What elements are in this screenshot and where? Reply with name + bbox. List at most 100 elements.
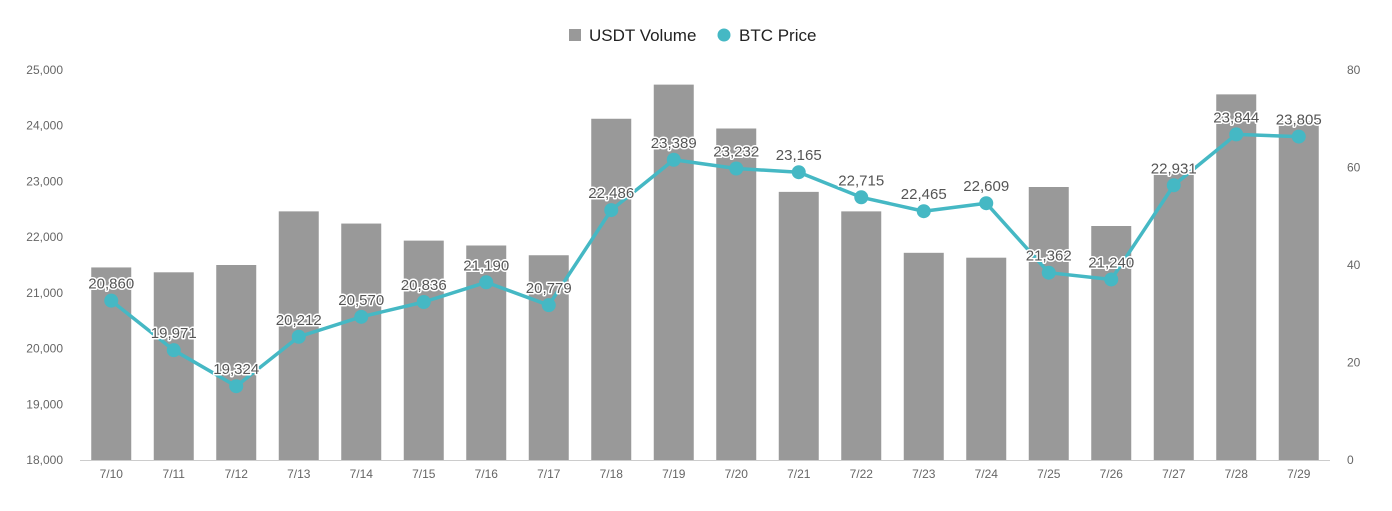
data-label-btc-price: 21,190: [463, 257, 509, 274]
points-btc-price: [104, 127, 1306, 394]
data-label-btc-price: 22,609: [963, 178, 1009, 195]
y-right-tick-label: 20: [1347, 356, 1361, 370]
x-axis: 7/10 7/11 7/12 7/13 7/14 7/15 7/16 7/17 7/18 7/19…: [80, 460, 1330, 481]
bar-usdt-volume: [653, 84, 694, 460]
point-btc-price: [1104, 272, 1119, 287]
x-tick-label: 7/21: [787, 467, 811, 481]
point-btc-price: [1041, 265, 1056, 280]
data-label-btc-price: 23,805: [1276, 112, 1322, 129]
data-label-btc-price: 23,165: [776, 147, 822, 164]
data-label-btc-price: 22,931: [1151, 160, 1197, 177]
bar-usdt-volume: [591, 118, 632, 460]
point-btc-price: [1291, 129, 1306, 144]
point-btc-price: [416, 294, 431, 309]
point-btc-price: [979, 196, 994, 211]
x-tick-label: 7/18: [600, 467, 624, 481]
data-label-btc-price: 21,362: [1026, 248, 1072, 265]
y-right-tick-label: 0: [1347, 453, 1354, 467]
point-btc-price: [1229, 127, 1244, 142]
bar-usdt-volume: [778, 191, 819, 460]
x-tick-label: 7/28: [1225, 467, 1249, 481]
x-tick-label: 7/24: [975, 467, 999, 481]
bar-usdt-volume: [403, 240, 444, 460]
x-tick-label: 7/22: [850, 467, 874, 481]
data-label-btc-price: 21,240: [1088, 254, 1134, 271]
bar-usdt-volume: [716, 128, 757, 460]
left-axis: 18,000 19,000 20,000 21,000 22,000 23,000 24,0…: [26, 63, 63, 467]
right-axis: 0 20 40 60 80: [1347, 63, 1361, 467]
data-label-btc-price: 22,465: [901, 186, 947, 203]
data-label-btc-price: 23,232: [713, 144, 759, 161]
line-btc-price: [109, 132, 1301, 388]
x-tick-label: 7/16: [475, 467, 499, 481]
point-btc-price: [604, 203, 619, 218]
line-btc-price-path: [109, 132, 1301, 388]
x-tick-label: 7/25: [1037, 467, 1061, 481]
bar-usdt-volume: [528, 255, 569, 460]
bar-usdt-volume: [966, 257, 1007, 460]
data-label-btc-price: 19,324: [213, 361, 259, 378]
legend-label-usdt-volume: USDT Volume: [589, 26, 696, 45]
point-btc-price: [666, 152, 681, 167]
point-btc-price: [229, 379, 244, 394]
x-tick-label: 7/10: [100, 467, 124, 481]
y-left-tick-label: 25,000: [26, 63, 63, 77]
data-label-btc-price: 22,486: [588, 185, 634, 202]
bar-usdt-volume: [903, 252, 944, 460]
point-btc-price: [479, 275, 494, 290]
legend-marker-btc-price: [717, 28, 731, 42]
point-btc-price: [354, 309, 369, 324]
data-label-btc-price: 20,860: [88, 276, 134, 293]
x-tick-label: 7/20: [725, 467, 749, 481]
point-btc-price: [916, 204, 931, 219]
y-right-tick-label: 40: [1347, 258, 1361, 272]
y-right-tick-label: 80: [1347, 63, 1361, 77]
point-btc-price: [541, 298, 556, 313]
bar-usdt-volume: [1278, 121, 1319, 460]
legend-marker-usdt-volume: [569, 29, 581, 41]
legend-label-btc-price: BTC Price: [739, 26, 816, 45]
x-tick-label: 7/19: [662, 467, 686, 481]
point-btc-price: [854, 190, 869, 205]
data-label-btc-price: 20,212: [276, 312, 322, 329]
y-left-tick-label: 19,000: [26, 397, 63, 411]
bar-usdt-volume: [841, 211, 882, 460]
x-tick-label: 7/13: [287, 467, 311, 481]
bars-usdt-volume: [91, 84, 1319, 460]
y-left-tick-label: 20,000: [26, 342, 63, 356]
bar-usdt-volume: [1028, 187, 1069, 460]
x-tick-label: 7/23: [912, 467, 936, 481]
data-label-btc-price: 23,389: [651, 135, 697, 152]
data-label-btc-price: 23,844: [1213, 109, 1259, 126]
x-tick-label: 7/17: [537, 467, 561, 481]
bar-usdt-volume: [1153, 172, 1194, 460]
data-label-btc-price: 20,570: [338, 292, 384, 309]
x-tick-label: 7/27: [1162, 467, 1186, 481]
x-tick-label: 7/11: [163, 467, 186, 481]
y-left-tick-label: 23,000: [26, 174, 63, 188]
y-left-tick-label: 24,000: [26, 119, 63, 133]
data-label-btc-price: 22,715: [838, 172, 884, 189]
x-tick-label: 7/15: [412, 467, 436, 481]
y-right-tick-label: 60: [1347, 161, 1361, 175]
bar-usdt-volume: [341, 223, 382, 460]
point-btc-price: [791, 165, 806, 180]
data-label-btc-price: 19,971: [151, 325, 197, 342]
bar-usdt-volume: [216, 265, 257, 460]
y-left-tick-label: 22,000: [26, 230, 63, 244]
x-tick-label: 7/14: [350, 467, 374, 481]
bar-usdt-volume: [1216, 94, 1257, 460]
point-btc-price: [1166, 178, 1181, 193]
data-label-btc-price: 20,779: [526, 280, 572, 297]
bar-usdt-volume: [153, 272, 194, 460]
y-left-tick-label: 18,000: [26, 453, 63, 467]
legend: USDT Volume BTC Price: [569, 26, 816, 45]
data-labels-btc-price: 20,860 19,971 19,324 20,212 20,570 20,836 21,1…: [87, 108, 1323, 380]
bar-usdt-volume: [1091, 226, 1132, 460]
point-btc-price: [291, 329, 306, 344]
point-btc-price: [729, 161, 744, 176]
data-label-btc-price: 20,836: [401, 277, 447, 294]
x-tick-label: 7/29: [1287, 467, 1311, 481]
